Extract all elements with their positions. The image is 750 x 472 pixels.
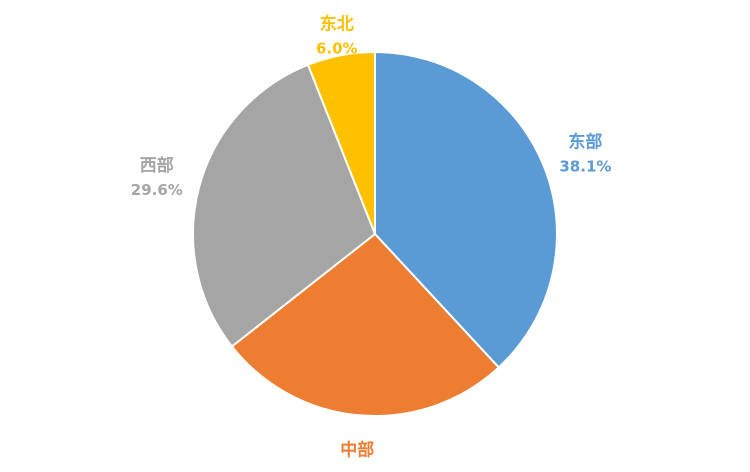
slice-label-group: 西部 29.6% xyxy=(131,155,183,199)
slice-label-group: 中部26.3% xyxy=(331,439,383,472)
slice-value-label: 38.1% xyxy=(559,158,611,176)
slice-label-group: 东北 6.0% xyxy=(316,14,358,58)
slice-value-label: 6.0% xyxy=(316,40,358,58)
slice-category-label: 中部 xyxy=(340,439,374,460)
pie-slice xyxy=(230,232,501,417)
pie-slice xyxy=(374,50,558,369)
pie-slice xyxy=(192,63,377,348)
slice-category-label: 西部 xyxy=(140,155,174,176)
slice-category-label: 东部 xyxy=(568,132,602,153)
slice-label-group: 东部 38.1% xyxy=(559,132,611,176)
slice-category-label: 东北 xyxy=(320,14,354,35)
slice-value-label: 29.6% xyxy=(131,181,183,199)
pie-slice xyxy=(306,50,376,235)
